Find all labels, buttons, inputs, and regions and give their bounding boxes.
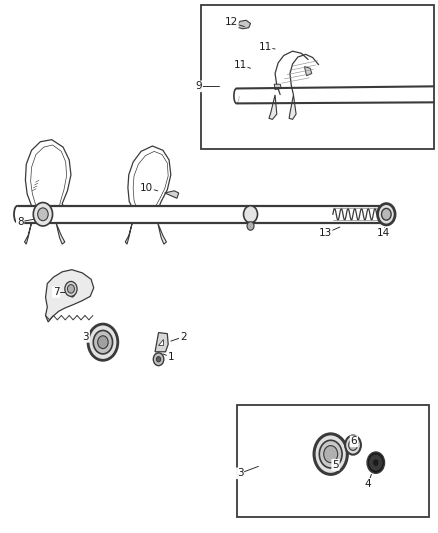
Text: 2: 2 (180, 332, 187, 342)
Circle shape (156, 357, 161, 362)
Circle shape (247, 222, 254, 230)
PathPatch shape (269, 95, 277, 119)
Circle shape (324, 446, 338, 463)
Text: 13: 13 (318, 229, 332, 238)
Text: 11: 11 (258, 42, 272, 52)
PathPatch shape (158, 339, 163, 345)
Text: 1: 1 (167, 352, 174, 362)
Text: 11: 11 (233, 60, 247, 70)
Circle shape (38, 208, 48, 221)
Circle shape (67, 285, 74, 293)
Text: 6: 6 (350, 437, 357, 446)
Circle shape (88, 324, 118, 360)
PathPatch shape (56, 223, 65, 244)
Text: 3: 3 (82, 332, 89, 342)
Text: 3: 3 (237, 469, 244, 478)
Text: 9: 9 (195, 82, 202, 91)
PathPatch shape (25, 223, 32, 244)
Circle shape (153, 353, 164, 366)
PathPatch shape (158, 223, 166, 244)
Bar (237, 405, 429, 517)
PathPatch shape (155, 333, 168, 352)
Text: 4: 4 (364, 479, 371, 489)
Circle shape (319, 440, 342, 468)
PathPatch shape (236, 20, 251, 29)
Circle shape (33, 203, 53, 226)
Circle shape (345, 435, 361, 455)
PathPatch shape (125, 223, 132, 244)
Circle shape (349, 440, 357, 450)
Circle shape (381, 208, 391, 220)
Circle shape (370, 455, 382, 470)
PathPatch shape (289, 95, 296, 119)
Bar (201, 5, 434, 149)
Text: 10: 10 (140, 183, 153, 192)
Text: 5: 5 (332, 460, 339, 470)
PathPatch shape (274, 84, 281, 90)
Text: 14: 14 (377, 229, 390, 238)
PathPatch shape (304, 67, 312, 76)
Circle shape (93, 330, 113, 354)
PathPatch shape (46, 270, 94, 322)
PathPatch shape (165, 191, 179, 198)
Text: 7: 7 (53, 287, 60, 297)
Circle shape (244, 206, 258, 223)
Circle shape (378, 204, 395, 225)
Text: 8: 8 (17, 217, 24, 227)
Circle shape (367, 452, 385, 473)
Circle shape (314, 434, 347, 474)
Circle shape (65, 281, 77, 296)
Text: 12: 12 (225, 18, 238, 27)
Circle shape (373, 459, 379, 466)
Circle shape (98, 336, 108, 349)
